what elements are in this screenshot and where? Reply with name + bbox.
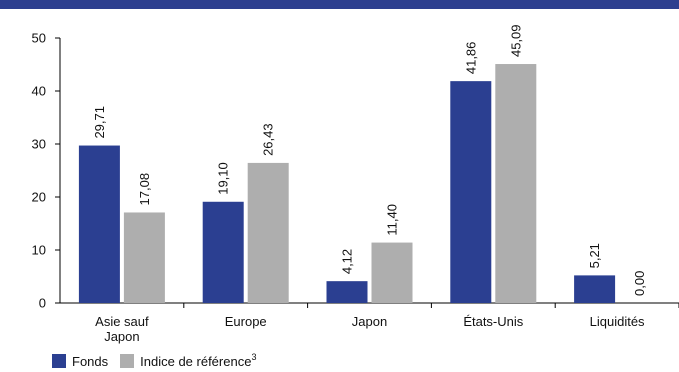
y-tick-label: 10 <box>32 243 46 258</box>
data-label-group: 29,71 17,08 19,10 26,43 4,12 11,40 41,86 45,09 5… <box>92 24 647 296</box>
data-label: 45,09 <box>508 24 523 57</box>
data-label: 41,86 <box>463 42 478 75</box>
bar-chart: 0 10 20 30 40 50 29,71 17,08 19,10 26,43 4,12 11,4… <box>32 24 679 344</box>
bar-indice <box>123 212 165 303</box>
bar-fonds <box>202 201 244 303</box>
legend-swatch-fonds <box>52 354 66 368</box>
y-tick-label: 20 <box>32 190 46 205</box>
y-tick-label: 40 <box>32 84 46 99</box>
legend-footnote-marker: 3 <box>251 352 257 362</box>
data-label: 19,10 <box>216 162 231 195</box>
x-axis <box>60 302 679 308</box>
y-axis: 0 10 20 30 40 50 <box>32 31 61 311</box>
data-label: 17,08 <box>137 173 152 206</box>
data-label: 0,00 <box>632 271 647 296</box>
legend: Fonds Indice de référence 3 <box>52 352 268 369</box>
bar-fonds <box>450 81 492 303</box>
y-tick-label: 30 <box>32 137 46 152</box>
bar-indice <box>495 64 537 303</box>
legend-item-fonds: Fonds <box>52 354 108 369</box>
y-tick-label: 0 <box>39 296 46 311</box>
header-accent-bar <box>0 0 679 9</box>
category-label: Liquidités <box>590 314 645 329</box>
bar-fonds <box>326 281 368 303</box>
data-label: 26,43 <box>261 123 276 156</box>
legend-swatch-indice <box>120 354 135 368</box>
bar-fonds <box>78 145 120 303</box>
legend-item-indice: Indice de référence 3 <box>120 352 257 369</box>
category-label: Europe <box>225 314 267 329</box>
y-tick-label: 50 <box>32 31 46 46</box>
data-label: 11,40 <box>385 204 400 236</box>
bar-fonds <box>574 275 616 303</box>
category-label: États-Unis <box>463 314 523 329</box>
data-label: 4,12 <box>340 249 355 274</box>
category-label: Japon <box>352 314 387 329</box>
bar-indice <box>247 162 289 303</box>
bar-group <box>78 64 616 303</box>
data-label: 5,21 <box>587 243 602 268</box>
category-label: Asie sauf <box>95 314 149 329</box>
bar-indice <box>371 242 413 303</box>
legend-label-fonds: Fonds <box>72 353 109 369</box>
legend-label-indice: Indice de référence <box>140 353 252 369</box>
data-label: 29,71 <box>92 106 107 139</box>
category-label: Japon <box>104 329 139 344</box>
